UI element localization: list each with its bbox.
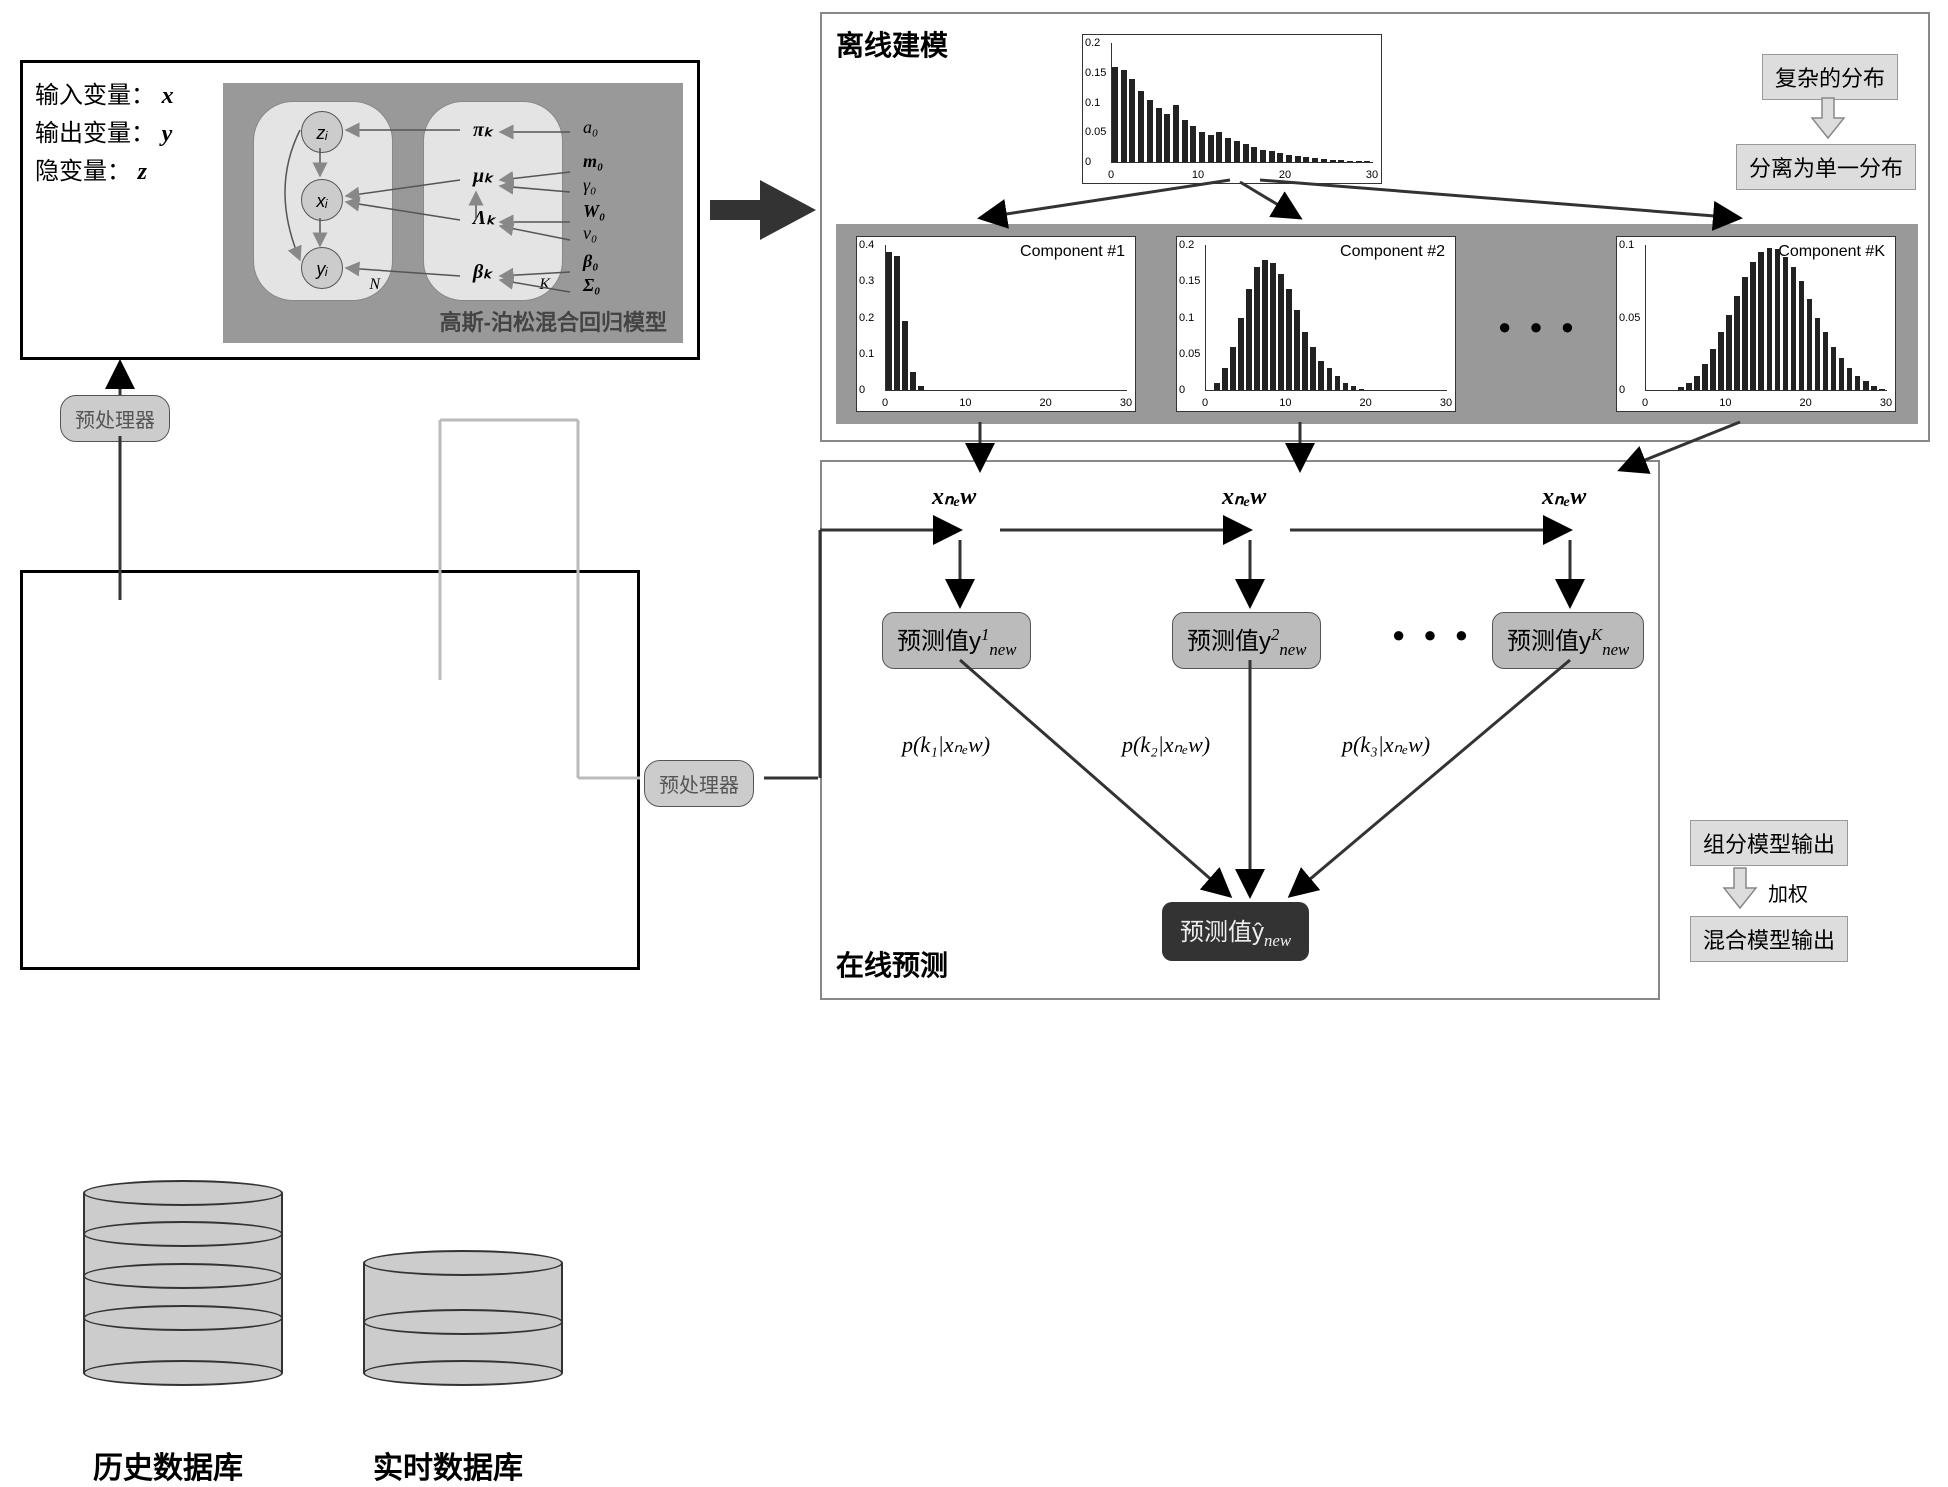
var-input-label: 输入变量： bbox=[35, 82, 155, 109]
hyper-W0: W₀ bbox=[583, 201, 605, 222]
hist-db-cyl bbox=[83, 1193, 283, 1373]
online-right-arrow-icon bbox=[1720, 866, 1760, 910]
main-chart-plot bbox=[1111, 43, 1373, 163]
node-z: zᵢ bbox=[301, 111, 343, 153]
var-y: y bbox=[162, 121, 173, 147]
node-x: xᵢ bbox=[301, 179, 343, 221]
var-output-label: 输出变量： bbox=[35, 120, 155, 147]
hyper-v0: ν₀ bbox=[583, 223, 597, 244]
offline-title: 离线建模 bbox=[836, 24, 948, 64]
input-model-block: 输入变量： x 输出变量： y 隐变量： z N K zᵢ xᵢ yᵢ πₖ μ… bbox=[20, 60, 700, 360]
complex-dist-label: 复杂的分布 bbox=[1762, 54, 1898, 100]
plate-k-label: K bbox=[539, 276, 550, 294]
offline-right-arrow-icon bbox=[1808, 96, 1848, 140]
var-z: z bbox=[138, 159, 147, 185]
preproc-1: 预处理器 bbox=[60, 395, 170, 442]
weight-label: 加权 bbox=[1768, 878, 1808, 907]
hist-db-label: 历史数据库 bbox=[93, 1443, 243, 1487]
node-y: yᵢ bbox=[301, 247, 343, 289]
mix-output-label: 混合模型输出 bbox=[1690, 916, 1848, 962]
comp2-plot bbox=[1205, 245, 1447, 391]
model-title: 高斯-泊松混合回归模型 bbox=[440, 305, 667, 337]
pred-k: 预测值yKnew bbox=[1492, 612, 1644, 669]
var-x: x bbox=[162, 83, 174, 109]
pred-1: 预测值y1new bbox=[882, 612, 1031, 669]
node-mu: μₖ bbox=[473, 163, 493, 188]
comp-chart-2: Component #2 00.050.10.150.20102030 bbox=[1176, 236, 1456, 412]
hyper-g0: γ₀ bbox=[583, 175, 596, 196]
node-pi: πₖ bbox=[473, 117, 492, 142]
main-chart: 00.050.10.150.20102030 bbox=[1082, 34, 1382, 184]
rt-db-cyl bbox=[363, 1263, 563, 1373]
final-pred: 预测值ŷnew bbox=[1162, 902, 1309, 961]
node-beta: βₖ bbox=[473, 259, 492, 284]
comp-chart-k: Component #K 00.050.10102030 bbox=[1616, 236, 1896, 412]
rt-db-label: 实时数据库 bbox=[373, 1443, 523, 1487]
online-title: 在线预测 bbox=[836, 944, 948, 984]
var-latent-label: 隐变量： bbox=[35, 158, 131, 185]
separate-dist-label: 分离为单一分布 bbox=[1736, 144, 1916, 190]
components-panel: Component #1 00.10.20.30.40102030 Compon… bbox=[836, 224, 1918, 424]
plate-n-label: N bbox=[369, 276, 380, 294]
pred-2: 预测值y2new bbox=[1172, 612, 1321, 669]
xnew-1: xₙₑw bbox=[932, 482, 976, 511]
model-panel: N K zᵢ xᵢ yᵢ πₖ μₖ Λₖ βₖ a₀ m₀ γ₀ W₀ ν₀ … bbox=[223, 83, 683, 343]
node-lambda: Λₖ bbox=[473, 205, 495, 230]
hyper-m0: m₀ bbox=[583, 151, 603, 172]
preproc-2: 预处理器 bbox=[644, 760, 754, 807]
pred-dots: ● ● ● bbox=[1392, 622, 1474, 648]
plate-k: K bbox=[423, 101, 563, 301]
prob-3: p(k₃|xₙₑw) bbox=[1342, 732, 1430, 758]
offline-block: 离线建模 00.050.10.150.20102030 复杂的分布 分离为单一分… bbox=[820, 12, 1930, 442]
comp-dots: ● ● ● bbox=[1498, 314, 1580, 340]
hyper-b0: β₀ bbox=[583, 251, 599, 272]
prob-2: p(k₂|xₙₑw) bbox=[1122, 732, 1210, 758]
xnew-2: xₙₑw bbox=[1222, 482, 1266, 511]
prob-1: p(k₁|xₙₑw) bbox=[902, 732, 990, 758]
hyper-S0: Σ₀ bbox=[583, 275, 600, 296]
comp-chart-1: Component #1 00.10.20.30.40102030 bbox=[856, 236, 1136, 412]
hyper-a0: a₀ bbox=[583, 117, 598, 138]
compk-plot bbox=[1645, 245, 1887, 391]
var-labels: 输入变量： x 输出变量： y 隐变量： z bbox=[35, 77, 174, 191]
db-block: 历史数据库 实时数据库 bbox=[20, 570, 640, 970]
xnew-3: xₙₑw bbox=[1542, 482, 1586, 511]
comp-output-label: 组分模型输出 bbox=[1690, 820, 1848, 866]
online-block: 在线预测 xₙₑw xₙₑw xₙₑw 预测值y1new 预测值y2new ● … bbox=[820, 460, 1660, 1000]
comp1-plot bbox=[885, 245, 1127, 391]
